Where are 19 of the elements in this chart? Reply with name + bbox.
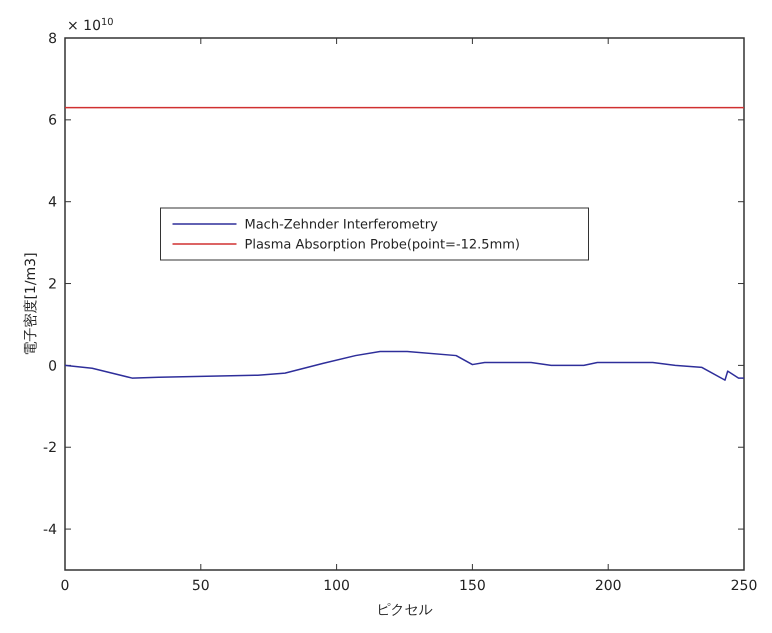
x-tick-label: 100	[323, 578, 350, 594]
x-tick-label: 200	[594, 578, 622, 594]
x-tick-label: 250	[730, 578, 758, 594]
legend-label: Plasma Absorption Probe(point=-12.5mm)	[244, 238, 520, 253]
legend-label: Mach-Zehnder Interferometry	[244, 218, 438, 233]
y-tick-label: 2	[48, 276, 57, 292]
y-axis-title: 電子密度[1/m3]	[23, 252, 39, 356]
x-tick-label: 150	[459, 578, 486, 594]
y-tick-label: 0	[48, 358, 57, 374]
y-tick-label: -2	[43, 440, 57, 456]
x-tick-label: 0	[60, 578, 70, 594]
y-tick-label: 4	[48, 194, 58, 211]
y-tick-label: 6	[48, 112, 58, 129]
x-axis-title: ピクセル	[376, 602, 432, 618]
line-series	[64, 350, 745, 381]
x-tick-label: 50	[192, 578, 210, 594]
y-tick-label: -4	[43, 522, 58, 538]
text: × 10$^{10}$	[67, 16, 114, 34]
y-tick-label: 8	[48, 30, 57, 47]
